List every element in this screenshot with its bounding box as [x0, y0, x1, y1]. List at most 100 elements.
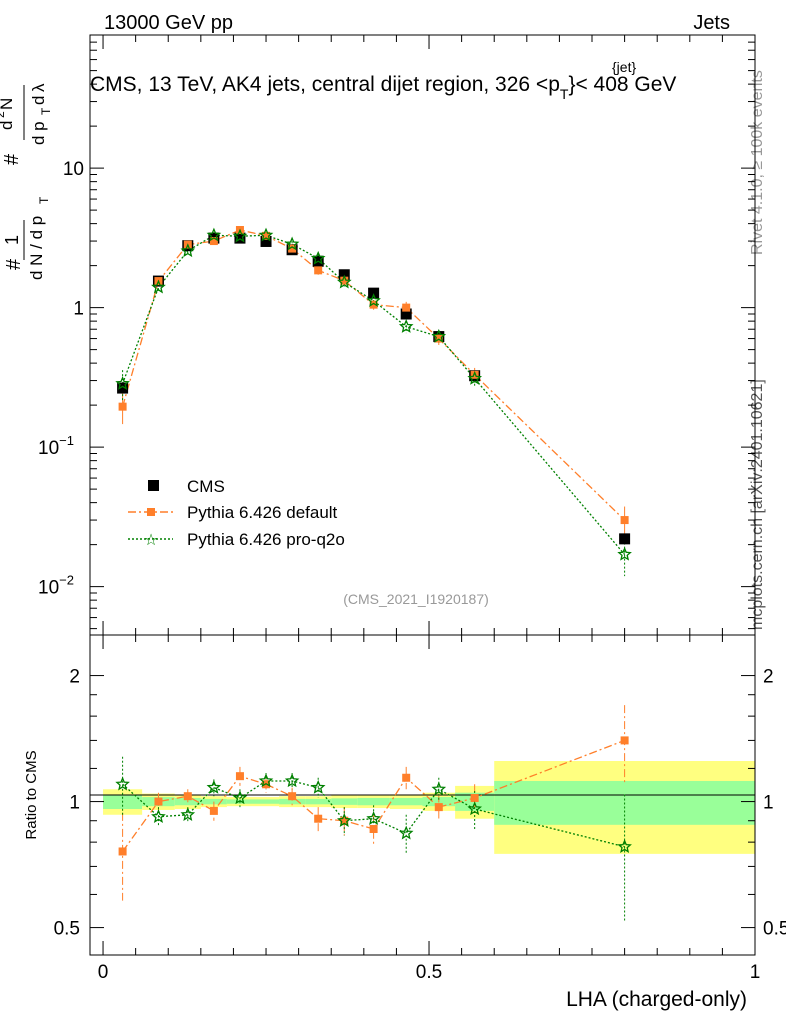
- main-data-layer: [115, 226, 632, 577]
- ratio-y-tick-label-right: 2: [763, 667, 774, 688]
- proq2o-point: [232, 228, 248, 243]
- cms-point: [400, 308, 412, 320]
- title-sup: {jet}: [612, 59, 636, 75]
- proq2o-point: [151, 279, 166, 294]
- ratio-proq2o-point: [115, 776, 130, 791]
- cms-uncertainty-band-inner: [279, 798, 306, 805]
- x-axis-label: LHA (charged-only): [566, 988, 747, 1011]
- ratio-proq2o-point: [431, 781, 447, 796]
- proq2o-point: [398, 319, 414, 333]
- default-point: [470, 370, 479, 379]
- cms-uncertainty-band-inner: [357, 797, 390, 806]
- svg-text:d N / d p: d N / d p: [27, 216, 46, 280]
- default-point: [402, 303, 411, 312]
- title-end: }< 408 GeV: [568, 73, 676, 96]
- ratio-panel: 0.5 0.5 1 1 2 2 0 0.5 1 Ratio to CMS LHA (charge…: [23, 634, 786, 1011]
- x-tick-label: 0: [98, 962, 109, 983]
- legend-default-label: Pythia 6.426 default: [187, 503, 338, 522]
- ratio-bands: [103, 761, 755, 854]
- legend-proq2o-label: Pythia 6.426 pro-q2o: [187, 530, 345, 549]
- default-point: [262, 231, 271, 240]
- cms-point: [260, 235, 272, 247]
- ratio-proq2o-point: [366, 811, 381, 825]
- ratio-y-tick-label-left: 1: [69, 793, 80, 814]
- proq2o-point: [617, 546, 632, 561]
- proq2o-point: [310, 250, 326, 265]
- y-tick-label: 10: [63, 159, 84, 180]
- x-tick-label: 1: [750, 962, 761, 983]
- y-tick-label: 10−2: [38, 573, 74, 599]
- cms-uncertainty-band-inner: [252, 799, 280, 804]
- cms-point: [619, 533, 631, 545]
- ratio-data-layer: [115, 705, 632, 921]
- ratio-y-tick-label-right: 0.5: [763, 919, 786, 940]
- ratio-default-point: [209, 806, 218, 815]
- ratio-proq2o-line: [122, 780, 625, 848]
- ratio-proq2o-point: [617, 838, 632, 853]
- y-tick-label: 1: [73, 299, 84, 320]
- legend-default-marker: [147, 508, 155, 516]
- y-tick-exponent: −1: [59, 433, 74, 448]
- svg-text:d: d: [0, 121, 16, 130]
- x-tick-label: 0.5: [416, 962, 442, 983]
- header-right: Jets: [693, 12, 730, 34]
- ratio-default-point: [235, 772, 244, 781]
- proq2o-point: [366, 293, 381, 307]
- ratio-default-point: [340, 816, 349, 825]
- ratio-default-point: [470, 793, 479, 802]
- svg-text:1: 1: [2, 235, 22, 245]
- ratio-default-point: [118, 847, 127, 856]
- y-tick-base: 1: [73, 299, 84, 320]
- ratio-default-point: [314, 814, 323, 823]
- proq2o-point: [115, 376, 130, 390]
- ratio-proq2o-point: [467, 801, 483, 816]
- ratio-proq2o-point: [180, 807, 196, 821]
- ratio-proq2o-point: [206, 779, 222, 794]
- legend-cms-marker: [148, 480, 159, 491]
- default-point: [209, 237, 218, 246]
- legend: CMS Pythia 6.426 default ☆ Pythia 6.426 …: [128, 477, 345, 549]
- y-tick-exponent: −2: [59, 573, 74, 588]
- legend-cms-label: CMS: [187, 477, 225, 496]
- ratio-proq2o-point: [337, 813, 352, 828]
- mcplots-label: mcplots.cern.ch [arXiv:2401.10621]: [749, 379, 766, 630]
- cms-uncertainty-band-inner: [331, 798, 358, 805]
- title-sub: T: [560, 86, 569, 102]
- ratio-default-point: [369, 824, 378, 833]
- svg-text:T: T: [39, 107, 53, 115]
- cms-point: [117, 382, 129, 394]
- ratio-proq2o-point: [310, 779, 326, 794]
- proq2o-point: [467, 370, 483, 385]
- svg-text:#: #: [3, 258, 25, 270]
- svg-text:T: T: [37, 196, 51, 204]
- ratio-proq2o-point: [151, 808, 166, 824]
- ratio-default-point: [288, 792, 297, 801]
- svg-text:d p: d p: [29, 121, 48, 145]
- proq2o-point: [206, 227, 222, 242]
- cms-uncertainty-band-inner: [389, 797, 423, 806]
- svg-text:N: N: [0, 98, 16, 110]
- y-tick-base: 10: [38, 438, 59, 459]
- ratio-proq2o-point: [232, 790, 248, 805]
- y-tick-base: 10: [63, 159, 84, 180]
- main-ylabel: # 1 d N / d p T # d 2 N d p T d λ: [0, 83, 53, 280]
- rivet-label: Rivet 4.1.0, ≥ 100k events: [749, 70, 766, 255]
- y-tick-base: 10: [38, 578, 59, 599]
- title-text: CMS, 13 TeV, AK4 jets, central dijet reg…: [90, 73, 560, 96]
- proq2o-point: [258, 227, 274, 242]
- ratio-frame: [89, 634, 756, 956]
- cms-uncertainty-band-inner: [305, 798, 332, 805]
- ratio-y-tick-label-left: 0.5: [54, 919, 80, 940]
- default-point: [288, 244, 297, 253]
- y-tick-label: 10−1: [38, 433, 74, 459]
- proq2o-point: [431, 328, 447, 343]
- ratio-ylabel: Ratio to CMS: [23, 750, 40, 839]
- ratio-y-tick-label-left: 2: [69, 667, 80, 688]
- ratio-default-line: [122, 739, 625, 852]
- svg-text:2: 2: [0, 111, 7, 118]
- ratio-ticks: 0.5 0.5 1 1 2 2 0 0.5 1: [54, 635, 786, 983]
- cms-point: [234, 232, 246, 244]
- ratio-default-point: [434, 803, 443, 812]
